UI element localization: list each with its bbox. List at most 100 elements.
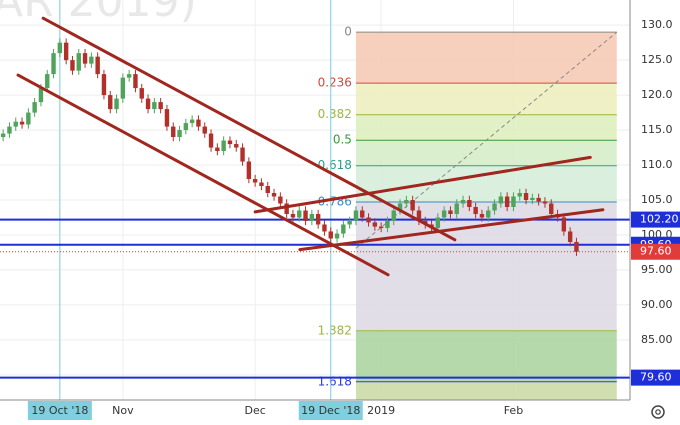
- candle-body: [120, 77, 126, 99]
- x-tick-label: Nov: [112, 404, 134, 417]
- candle-body: [284, 203, 289, 214]
- candle-body: [227, 140, 233, 145]
- candle-body: [561, 217, 567, 232]
- candle-body: [158, 102, 163, 110]
- candle-body: [341, 224, 346, 234]
- candle-body: [32, 102, 37, 113]
- candle-body: [410, 200, 415, 211]
- candle-body: [240, 147, 245, 162]
- candle-body: [246, 161, 252, 180]
- watermark: IAR 2019): [0, 0, 197, 27]
- candle-body: [454, 203, 459, 214]
- candle-body: [347, 220, 352, 225]
- candle-body: [13, 121, 18, 127]
- candle-body: [271, 193, 277, 197]
- candle-body: [101, 74, 107, 96]
- y-tick-label: 125.0: [641, 53, 673, 66]
- candle-body: [360, 210, 365, 218]
- fib-zone: [355, 114, 617, 141]
- candle-body: [259, 182, 264, 187]
- candle-body: [492, 203, 497, 211]
- x-tick-label: Feb: [504, 404, 523, 417]
- candle-body: [145, 98, 151, 110]
- candle-body: [297, 210, 302, 218]
- candle-body: [498, 196, 504, 204]
- candle-body: [448, 210, 453, 214]
- candle-body: [57, 42, 63, 54]
- candle-body: [0, 133, 6, 138]
- candle-body: [441, 210, 447, 218]
- y-tick-label: 85.00: [641, 333, 673, 346]
- candle-body: [265, 186, 270, 194]
- fib-zone: [355, 165, 617, 203]
- candle-body: [460, 200, 466, 204]
- candle-body: [26, 112, 31, 125]
- candle-body: [479, 213, 485, 218]
- candle-body: [234, 144, 239, 148]
- candle-body: [353, 210, 359, 221]
- candle-body: [208, 133, 214, 148]
- price-label: 79.60: [640, 371, 672, 384]
- candle-body: [486, 210, 491, 218]
- candle-body: [183, 123, 189, 131]
- trend-line: [298, 208, 605, 252]
- candle-body: [504, 196, 510, 207]
- y-tick-label: 90.00: [641, 298, 673, 311]
- candle-body: [133, 74, 138, 89]
- candle-body: [45, 74, 50, 89]
- gear-hub[interactable]: [655, 409, 661, 415]
- fib-level-label: 0.5: [333, 133, 352, 147]
- candle-body: [328, 231, 333, 239]
- candle-body: [574, 241, 579, 252]
- candle-body: [82, 53, 88, 64]
- fib-zone: [355, 381, 617, 400]
- fib-zone: [355, 202, 617, 331]
- candle-body: [473, 206, 478, 214]
- candle-body: [108, 95, 113, 110]
- candle-body: [278, 196, 283, 204]
- gear[interactable]: [651, 405, 665, 419]
- candle-body: [397, 203, 403, 211]
- candle-body: [567, 231, 573, 242]
- candle-body: [152, 102, 157, 110]
- candle-body: [7, 126, 12, 134]
- fib-zone: [355, 140, 617, 166]
- candle-body: [511, 196, 516, 207]
- candle-body: [404, 200, 409, 204]
- candle-body: [530, 197, 535, 200]
- candle-body: [95, 56, 100, 75]
- candle-body: [416, 210, 422, 221]
- x-tick-label: 2019: [367, 404, 395, 417]
- candle-body: [366, 217, 371, 223]
- candle-body: [19, 121, 25, 125]
- candle-body: [51, 53, 56, 75]
- candle-body: [322, 224, 327, 232]
- candle-body: [435, 217, 441, 228]
- y-tick-label: 110.0: [641, 158, 673, 171]
- fib-level-label: 0.382: [318, 107, 352, 121]
- fib-zone: [355, 32, 617, 84]
- fib-zone: [355, 330, 617, 382]
- price-label-box: [631, 369, 680, 386]
- candle-body: [309, 213, 315, 221]
- x-tick-label: 19 Oct '18: [31, 404, 88, 417]
- candle-body: [549, 203, 554, 214]
- fib-level-label: 0.618: [318, 158, 352, 172]
- candle-body: [391, 210, 396, 221]
- fib-zone: [355, 83, 617, 115]
- y-tick-label: 115.0: [641, 123, 673, 136]
- settings-icon[interactable]: [651, 405, 665, 419]
- candle-body: [215, 147, 220, 152]
- candle-body: [196, 119, 201, 127]
- y-tick-label: 130.0: [641, 18, 673, 31]
- fib-level-label: 0.236: [318, 76, 352, 90]
- candle-body: [63, 42, 69, 61]
- y-tick-label: 120.0: [641, 88, 673, 101]
- candle-body: [189, 119, 195, 124]
- candle-body: [290, 213, 296, 218]
- x-tick-label: Dec: [245, 404, 266, 417]
- candle-body: [334, 233, 340, 239]
- candle-body: [89, 56, 94, 64]
